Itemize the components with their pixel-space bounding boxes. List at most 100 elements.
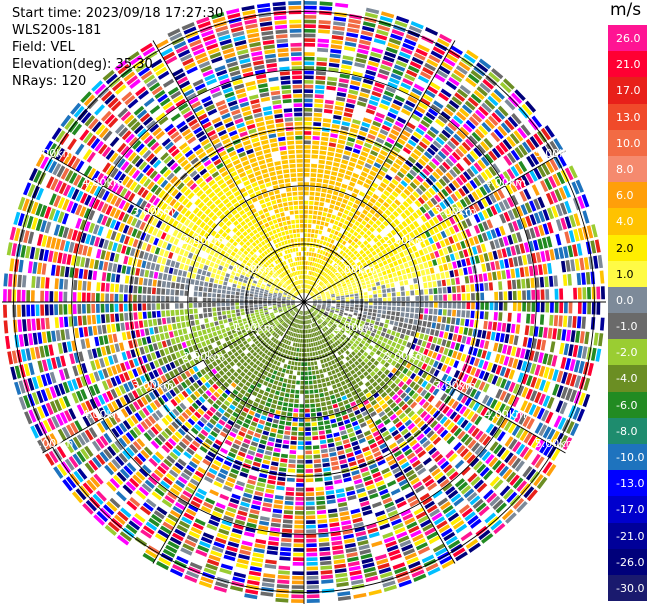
ray-gate-group bbox=[258, 443, 266, 450]
ray-gate-group bbox=[95, 172, 152, 212]
ray-gate-group bbox=[542, 461, 553, 474]
ray-gate-group bbox=[441, 373, 556, 441]
ray-gate-group bbox=[184, 132, 207, 160]
ray-gate-group bbox=[111, 396, 127, 411]
ray-gate-group bbox=[447, 245, 453, 254]
ray-gate-group bbox=[437, 362, 461, 379]
ray-gate-group bbox=[336, 303, 586, 329]
ray-gate-group bbox=[378, 68, 390, 76]
ray-gate-group bbox=[316, 307, 571, 432]
ray-gate-group bbox=[76, 231, 83, 242]
ray-gate-group bbox=[82, 292, 91, 302]
ray-gate-group bbox=[394, 496, 405, 504]
ray-gate-group bbox=[335, 441, 343, 447]
ray-gate-group bbox=[469, 457, 480, 468]
ray-gate-group bbox=[52, 163, 62, 176]
ray-gate-group bbox=[64, 240, 71, 252]
ray-gate-group bbox=[137, 294, 295, 302]
ray-gate-group bbox=[220, 431, 237, 455]
ray-gate-group bbox=[68, 241, 291, 300]
ray-gate-group bbox=[23, 363, 31, 377]
ray-gate-group bbox=[340, 463, 375, 569]
ray-gate-group bbox=[405, 386, 509, 477]
ray-gate-group bbox=[312, 246, 402, 298]
ray-gate-group bbox=[169, 509, 181, 519]
ray-gate-group bbox=[310, 192, 408, 296]
ray-gate-group bbox=[63, 291, 291, 302]
ray-gate-group bbox=[170, 131, 183, 144]
ray-gate-group bbox=[542, 223, 550, 235]
ray-gate-group bbox=[339, 511, 367, 599]
ray-gate-group bbox=[95, 293, 100, 302]
ray-gate-group bbox=[343, 107, 354, 118]
ray-gate-group bbox=[68, 172, 139, 216]
ray-gate-group bbox=[262, 465, 278, 508]
ray-gate-group bbox=[238, 97, 248, 104]
ray-gate-group bbox=[234, 39, 247, 47]
ray-gate-group bbox=[384, 141, 393, 149]
ray-gate-group bbox=[84, 194, 92, 206]
ray-gate-group bbox=[113, 474, 124, 486]
ray-gate-group bbox=[133, 105, 145, 116]
ray-gate-group bbox=[406, 69, 418, 78]
ray-gate-group bbox=[132, 58, 299, 295]
ray-gate-group bbox=[158, 116, 169, 126]
ray-gate-group bbox=[99, 175, 120, 193]
ray-gate-group bbox=[145, 469, 179, 508]
ray-gate-group bbox=[108, 117, 155, 163]
ray-gate-group bbox=[494, 252, 542, 270]
ray-gate-group bbox=[94, 236, 101, 247]
ray-gate-group bbox=[215, 25, 229, 33]
ray-gate-group bbox=[36, 233, 44, 246]
ray-gate-group bbox=[411, 27, 439, 65]
ray-gate-group bbox=[528, 404, 567, 430]
ray-gate-group bbox=[434, 453, 453, 474]
ray-gate-group bbox=[555, 197, 581, 217]
ray-gate-group bbox=[394, 175, 402, 182]
ray-gate-group bbox=[278, 57, 290, 62]
ray-gate-group bbox=[211, 455, 245, 518]
ray-gate-group bbox=[573, 213, 581, 227]
ray-gate-group bbox=[437, 114, 448, 124]
ray-gate-group bbox=[102, 190, 110, 201]
ray-gate-group bbox=[414, 463, 449, 507]
ray-gate-group bbox=[431, 109, 486, 166]
ray-gate-group bbox=[102, 69, 115, 81]
ray-gate-group bbox=[285, 426, 291, 431]
ray-gate-group bbox=[545, 140, 560, 156]
ray-gate-group bbox=[207, 419, 235, 458]
ray-gate-group bbox=[22, 198, 30, 212]
ray-gate-group bbox=[87, 167, 97, 179]
ray-gate-group bbox=[101, 146, 112, 158]
ray-gate-group bbox=[429, 508, 441, 518]
ray-gate-group bbox=[117, 63, 130, 75]
ray-gate-group bbox=[82, 490, 107, 515]
colorbar-tick-label: -10.0 bbox=[616, 451, 645, 464]
ray-gate-group bbox=[305, 46, 356, 293]
ray-gate-group bbox=[174, 396, 182, 404]
ray-gate-group bbox=[489, 302, 494, 311]
ray-gate-group bbox=[349, 34, 373, 91]
ray-gate-group bbox=[291, 61, 304, 261]
ray-gate-group bbox=[449, 411, 458, 420]
ray-gate-group bbox=[525, 100, 537, 113]
ray-gate-group bbox=[73, 316, 78, 327]
colorbar-tick-label: 8.0 bbox=[616, 162, 634, 176]
ray-gate-group bbox=[322, 303, 437, 322]
ray-gate-group bbox=[164, 123, 194, 158]
ray-gate-group bbox=[97, 87, 110, 99]
ray-gate-group bbox=[437, 179, 460, 200]
ray-gate-group bbox=[359, 16, 377, 46]
ray-gate-group bbox=[254, 368, 286, 463]
ray-gate-group bbox=[407, 495, 420, 508]
ray-gate-group bbox=[110, 167, 119, 178]
ray-gate-group bbox=[171, 465, 182, 475]
ray-gate-group bbox=[116, 516, 143, 546]
ray-gate-group bbox=[587, 287, 591, 300]
ray-gate-group bbox=[320, 448, 328, 454]
ray-gate-group bbox=[91, 304, 96, 314]
ray-gate-group bbox=[110, 409, 214, 529]
range-ring-label: 5.00km bbox=[535, 437, 577, 450]
ray-gate-group bbox=[56, 446, 67, 459]
ray-gate-group bbox=[144, 479, 155, 489]
